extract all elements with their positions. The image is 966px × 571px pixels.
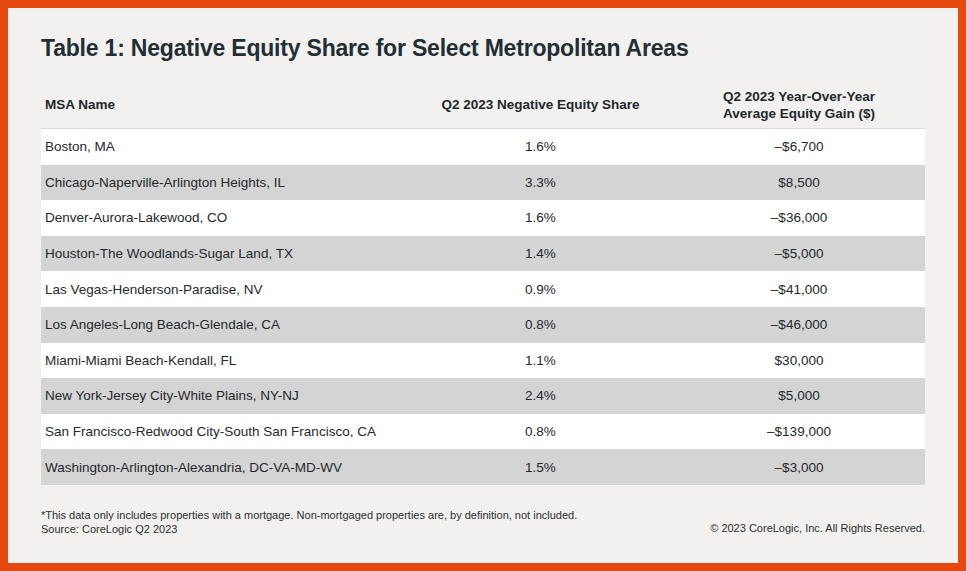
cell-gain: $8,500 [673,175,925,190]
cell-msa: Boston, MA [41,139,408,154]
footnote: *This data only includes properties with… [41,508,577,536]
table-row: Miami-Miami Beach-Kendall, FL 1.1% $30,0… [41,343,925,379]
report-frame: Table 1: Negative Equity Share for Selec… [0,0,966,571]
page-title: Table 1: Negative Equity Share for Selec… [41,33,925,63]
column-header-share: Q2 2023 Negative Equity Share [408,96,673,113]
cell-msa: Chicago-Naperville-Arlington Heights, IL [41,175,408,190]
footnote-text: *This data only includes properties with… [41,508,577,522]
table-row: New York-Jersey City-White Plains, NY-NJ… [41,378,925,414]
source-text: Source: CoreLogic Q2 2023 [41,522,577,536]
table-header-row: MSA Name Q2 2023 Negative Equity Share Q… [41,87,925,129]
cell-msa: Las Vegas-Henderson-Paradise, NV [41,282,408,297]
cell-gain: $5,000 [673,388,925,403]
cell-msa: New York-Jersey City-White Plains, NY-NJ [41,388,408,403]
cell-msa: Miami-Miami Beach-Kendall, FL [41,353,408,368]
cell-gain: –$3,000 [673,460,925,475]
cell-gain: –$5,000 [673,246,925,261]
cell-msa: San Francisco-Redwood City-South San Fra… [41,424,408,439]
cell-msa: Washington-Arlington-Alexandria, DC-VA-M… [41,460,408,475]
cell-share: 1.6% [408,210,673,225]
cell-share: 1.1% [408,353,673,368]
column-header-gain: Q2 2023 Year-Over-Year Average Equity Ga… [673,88,925,122]
table-row: Las Vegas-Henderson-Paradise, NV 0.9% –$… [41,271,925,307]
copyright-text: © 2023 CoreLogic, Inc. All Rights Reserv… [710,521,925,536]
table-row: Los Angeles-Long Beach-Glendale, CA 0.8%… [41,307,925,343]
cell-gain: –$46,000 [673,317,925,332]
table-row: San Francisco-Redwood City-South San Fra… [41,414,925,450]
cell-share: 0.8% [408,424,673,439]
cell-share: 1.6% [408,139,673,154]
cell-gain: $30,000 [673,353,925,368]
report-content: Table 1: Negative Equity Share for Selec… [8,33,958,571]
table-body: Boston, MA 1.6% –$6,700 Chicago-Napervil… [41,129,925,485]
cell-share: 0.9% [408,282,673,297]
cell-msa: Houston-The Woodlands-Sugar Land, TX [41,246,408,261]
cell-share: 2.4% [408,388,673,403]
table-row: Washington-Arlington-Alexandria, DC-VA-M… [41,449,925,485]
negative-equity-table: MSA Name Q2 2023 Negative Equity Share Q… [41,87,925,485]
cell-share: 1.5% [408,460,673,475]
table-row: Houston-The Woodlands-Sugar Land, TX 1.4… [41,236,925,272]
cell-msa: Los Angeles-Long Beach-Glendale, CA [41,317,408,332]
cell-gain: –$41,000 [673,282,925,297]
cell-gain: –$6,700 [673,139,925,154]
table-row: Chicago-Naperville-Arlington Heights, IL… [41,165,925,201]
column-header-msa: MSA Name [41,96,408,113]
table-footer: *This data only includes properties with… [41,508,925,536]
cell-msa: Denver-Aurora-Lakewood, CO [41,210,408,225]
cell-share: 0.8% [408,317,673,332]
cell-share: 3.3% [408,175,673,190]
cell-gain: –$139,000 [673,424,925,439]
table-row: Boston, MA 1.6% –$6,700 [41,129,925,165]
table-row: Denver-Aurora-Lakewood, CO 1.6% –$36,000 [41,200,925,236]
cell-gain: –$36,000 [673,210,925,225]
cell-share: 1.4% [408,246,673,261]
